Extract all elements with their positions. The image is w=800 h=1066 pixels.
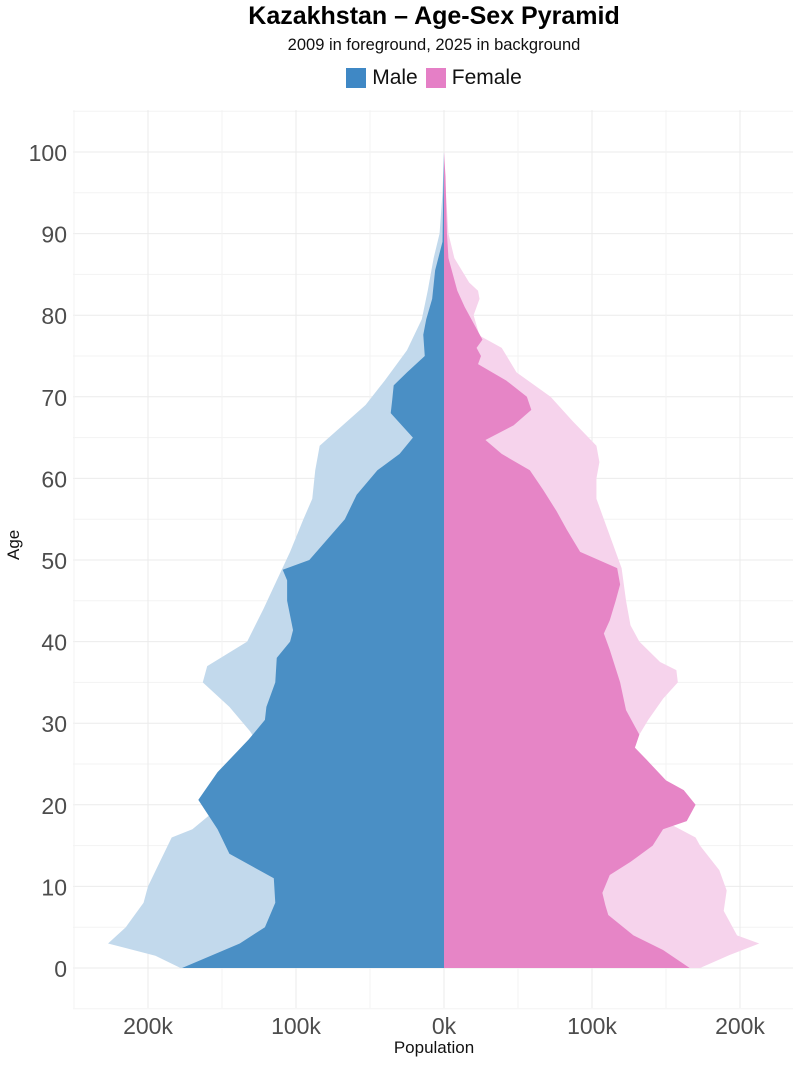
x-tick-label: 0k xyxy=(432,1013,457,1039)
y-tick-label: 70 xyxy=(41,385,67,411)
x-tick-label: 200k xyxy=(715,1013,765,1039)
x-axis-label: Population xyxy=(393,1038,475,1057)
legend-item-male: Male xyxy=(346,66,418,90)
male-2009-area xyxy=(182,152,445,968)
y-tick-label: 0 xyxy=(54,956,67,982)
y-tick-label: 60 xyxy=(41,466,67,492)
legend-item-female: Female xyxy=(425,66,522,90)
y-tick-label: 80 xyxy=(41,303,67,329)
legend-label-female: Female xyxy=(451,66,522,89)
male-swatch-icon xyxy=(346,68,367,88)
y-axis-ticks: 0 10 20 30 40 50 60 70 80 90 100 xyxy=(29,140,67,982)
y-tick-label: 20 xyxy=(41,793,67,819)
chart-title: Kazakhstan – Age-Sex Pyramid xyxy=(248,2,620,30)
legend-label-male: Male xyxy=(372,66,418,89)
pyramid-areas xyxy=(108,152,760,968)
y-tick-label: 90 xyxy=(41,222,67,248)
x-tick-label: 100k xyxy=(567,1013,617,1039)
chart-subtitle: 2009 in foreground, 2025 in background xyxy=(287,36,581,54)
x-tick-label: 200k xyxy=(123,1013,173,1039)
y-tick-label: 100 xyxy=(29,140,67,166)
x-axis-ticks: 200k 100k 0k 100k 200k xyxy=(123,1013,765,1039)
y-tick-label: 10 xyxy=(41,874,67,900)
y-axis-label: Age xyxy=(4,529,23,560)
y-tick-label: 50 xyxy=(41,548,67,574)
y-tick-label: 30 xyxy=(41,711,67,737)
legend: Male Female xyxy=(0,66,800,90)
y-tick-label: 40 xyxy=(41,630,67,656)
x-tick-label: 100k xyxy=(271,1013,321,1039)
female-2009-area xyxy=(444,152,696,968)
female-swatch-icon xyxy=(425,68,446,88)
